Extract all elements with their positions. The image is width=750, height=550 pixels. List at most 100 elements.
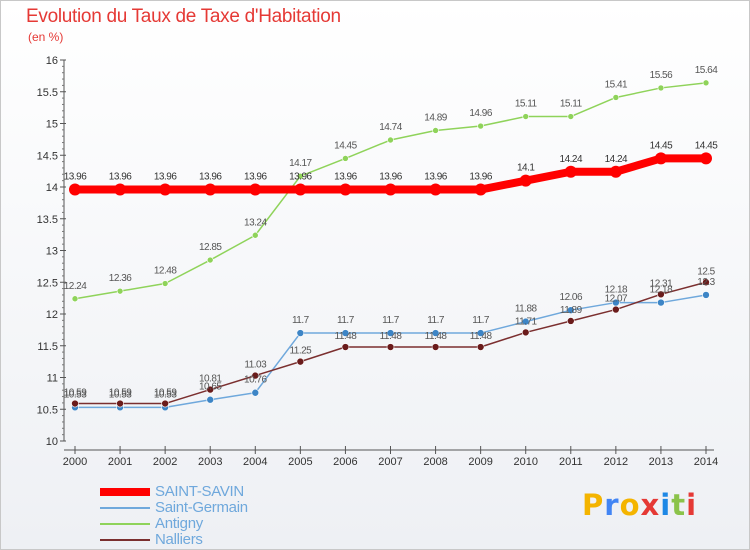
y-tick-label: 10	[46, 436, 58, 448]
data-label-saint-savin: 13.96	[109, 172, 132, 183]
data-label-antigny: 12.36	[109, 273, 132, 284]
data-point-saint-germain	[296, 329, 305, 337]
axes: 10 10.5 11 11.5 12 12.5 13 13.5 14 14.5 15 15.5 16 20…	[37, 55, 719, 468]
data-point-saint-savin	[384, 183, 397, 196]
data-point-saint-savin	[114, 183, 127, 196]
legend-swatch-antigny	[100, 523, 150, 525]
data-label-saint-savin: 14.45	[695, 140, 718, 151]
data-point-antigny	[387, 136, 394, 144]
data-label-saint-germain: 10.76	[244, 375, 267, 386]
data-label-saint-germain: 11.7	[472, 315, 490, 326]
data-point-antigny	[702, 79, 710, 87]
data-point-nalliers	[521, 328, 530, 337]
data-point-saint-savin	[654, 152, 667, 165]
unit-label: (en %)	[28, 30, 64, 44]
logo-letter: x	[640, 488, 661, 522]
data-label-saint-germain: 12.18	[650, 285, 673, 296]
data-label-saint-savin: 13.96	[379, 172, 402, 183]
data-point-saint-germain	[386, 329, 395, 337]
x-tick-label: 2007	[378, 456, 402, 468]
data-point-saint-savin	[700, 152, 712, 165]
series-layer	[69, 79, 712, 412]
data-label-layer: 12.24 12.36 12.48 12.85 13.24 14.17 14.45 14.74…	[64, 65, 719, 400]
data-point-antigny	[612, 94, 620, 101]
data-label-saint-germain: 11.7	[382, 315, 400, 326]
data-point-nalliers	[476, 343, 485, 351]
data-point-saint-savin	[69, 183, 81, 196]
logo-letter: t	[671, 488, 687, 522]
data-point-antigny	[206, 256, 214, 264]
data-label-saint-savin: 13.96	[244, 172, 267, 183]
data-label-saint-savin: 13.96	[289, 172, 312, 183]
y-tick-label: 16	[46, 55, 58, 67]
data-point-saint-germain	[566, 306, 575, 314]
data-label-nalliers: 11.03	[244, 360, 267, 371]
data-label-antigny: 13.24	[244, 217, 267, 228]
x-tick-label: 2010	[513, 456, 537, 468]
x-tick-label: 2000	[63, 456, 87, 468]
x-tick-label: 2012	[604, 456, 628, 468]
data-label-saint-germain: 12.06	[560, 292, 583, 303]
legend-label-saint-germain: Saint-Germain	[155, 499, 248, 516]
data-point-nalliers	[161, 399, 169, 408]
data-label-nalliers: 10.81	[199, 374, 222, 385]
data-point-saint-germain	[521, 317, 530, 326]
data-label-nalliers: 11.25	[289, 346, 312, 357]
data-label-saint-savin: 13.96	[64, 172, 87, 183]
data-point-antigny	[161, 280, 169, 287]
data-label-nalliers: 12.31	[650, 278, 673, 289]
data-label-saint-savin: 14.1	[517, 163, 535, 174]
data-point-antigny	[297, 172, 304, 180]
legend-label-saint-savin: SAINT-SAVIN	[155, 483, 244, 500]
data-label-nalliers: 11.48	[335, 331, 358, 342]
data-point-nalliers	[431, 343, 440, 351]
data-point-antigny	[657, 84, 665, 92]
data-point-saint-savin	[249, 183, 262, 196]
x-tick-label: 2008	[423, 456, 447, 468]
data-point-antigny	[71, 295, 79, 303]
data-point-antigny	[432, 127, 439, 134]
y-tick-label: 12.5	[37, 277, 58, 289]
data-label-nalliers: 12.5	[697, 266, 715, 277]
data-point-antigny	[522, 113, 530, 120]
x-tick-label: 2004	[243, 456, 267, 468]
data-point-nalliers	[657, 290, 665, 299]
data-label-saint-germain: 12.18	[605, 285, 628, 296]
y-tick-label: 12	[46, 309, 58, 321]
proxiti-logo[interactable]: Proxiti	[582, 488, 697, 522]
legend-swatch-nalliers	[100, 539, 150, 541]
y-tick-label: 14	[46, 182, 58, 194]
data-point-nalliers	[341, 343, 350, 351]
logo-letter: o	[619, 488, 641, 522]
data-label-saint-savin: 13.96	[424, 172, 447, 183]
data-label-saint-germain: 10.53	[154, 389, 177, 400]
data-point-nalliers	[206, 385, 215, 394]
data-label-antigny: 12.24	[64, 281, 87, 292]
data-point-antigny	[567, 113, 575, 120]
data-point-saint-savin	[609, 165, 622, 178]
data-label-antigny: 12.85	[199, 242, 222, 253]
data-point-saint-savin	[294, 183, 307, 196]
logo-letter: P	[582, 488, 605, 522]
data-point-antigny	[477, 122, 484, 130]
data-label-antigny: 14.17	[289, 158, 312, 169]
x-tick-label: 2003	[198, 456, 222, 468]
y-tick-label: 15	[46, 119, 58, 131]
data-point-saint-savin	[429, 183, 442, 196]
data-label-antigny: 14.74	[379, 122, 402, 133]
x-tick-label: 2005	[288, 456, 312, 468]
data-label-saint-savin: 13.96	[199, 172, 222, 183]
x-tick-label: 2009	[468, 456, 492, 468]
data-point-saint-germain	[251, 388, 260, 397]
data-label-saint-germain: 12.3	[697, 277, 715, 288]
y-tick-label: 11.5	[37, 341, 58, 353]
data-point-saint-savin	[519, 174, 532, 187]
data-point-saint-savin	[474, 183, 487, 196]
logo-letter: i	[686, 488, 698, 522]
x-tick-label: 2011	[559, 456, 583, 468]
data-label-antigny: 15.11	[560, 99, 583, 110]
legend-label-antigny: Antigny	[155, 515, 203, 532]
x-tick-label: 2013	[649, 456, 673, 468]
data-label-nalliers: 11.48	[380, 331, 403, 342]
data-point-saint-germain	[206, 395, 215, 404]
